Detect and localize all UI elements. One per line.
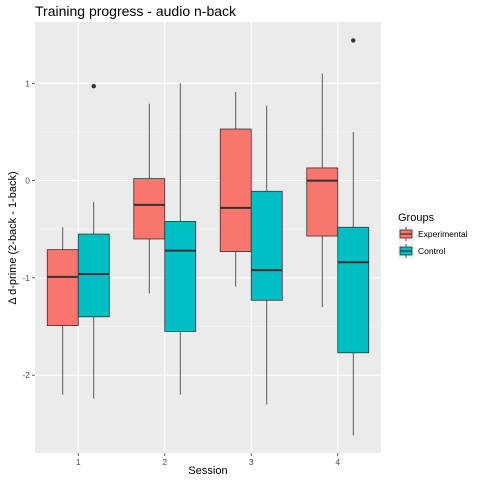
outlier-point: [351, 38, 356, 43]
y-tick-label: 1: [25, 78, 30, 88]
legend-item-control: Control: [398, 243, 446, 259]
outlier-point: [91, 84, 96, 89]
y-axis: 1 0 -1 -2: [22, 78, 35, 380]
legend: Groups Experimental Control: [398, 212, 468, 259]
box-control-session-4: [337, 38, 370, 436]
x-tick-label: 4: [335, 457, 340, 467]
x-axis: 1 2 3 4: [76, 453, 340, 467]
box-body: [46, 249, 79, 326]
y-tick-label: -1: [22, 273, 30, 283]
y-tick-label: -2: [22, 370, 30, 380]
box-control-session-3: [250, 105, 283, 405]
box-body: [250, 190, 283, 301]
x-tick-label: 1: [76, 457, 81, 467]
box-body: [133, 178, 166, 240]
box-body: [77, 233, 110, 318]
legend-item-experimental: Experimental: [398, 226, 468, 242]
legend-title: Groups: [398, 212, 435, 224]
y-axis-title: Δ d-prime (2-back - 1-back): [7, 171, 19, 304]
legend-label: Experimental: [418, 229, 468, 239]
y-tick-label: 0: [25, 176, 30, 186]
x-tick-label: 3: [249, 457, 254, 467]
box-body: [337, 226, 370, 354]
boxes-layer: [46, 38, 370, 436]
box-control-session-1: [77, 84, 110, 399]
box-experimental-session-2: [133, 103, 166, 294]
box-control-session-2: [164, 83, 197, 395]
box-experimental-session-1: [46, 227, 79, 395]
box-experimental-session-4: [306, 73, 339, 308]
x-tick-label: 2: [162, 457, 167, 467]
box-experimental-session-3: [219, 92, 252, 287]
legend-label: Control: [418, 246, 446, 256]
box-body: [164, 221, 197, 332]
x-axis-title: Session: [188, 465, 227, 477]
box-body: [306, 167, 339, 237]
chart-title: Training progress - audio n-back: [35, 3, 237, 19]
box-body: [219, 128, 252, 253]
